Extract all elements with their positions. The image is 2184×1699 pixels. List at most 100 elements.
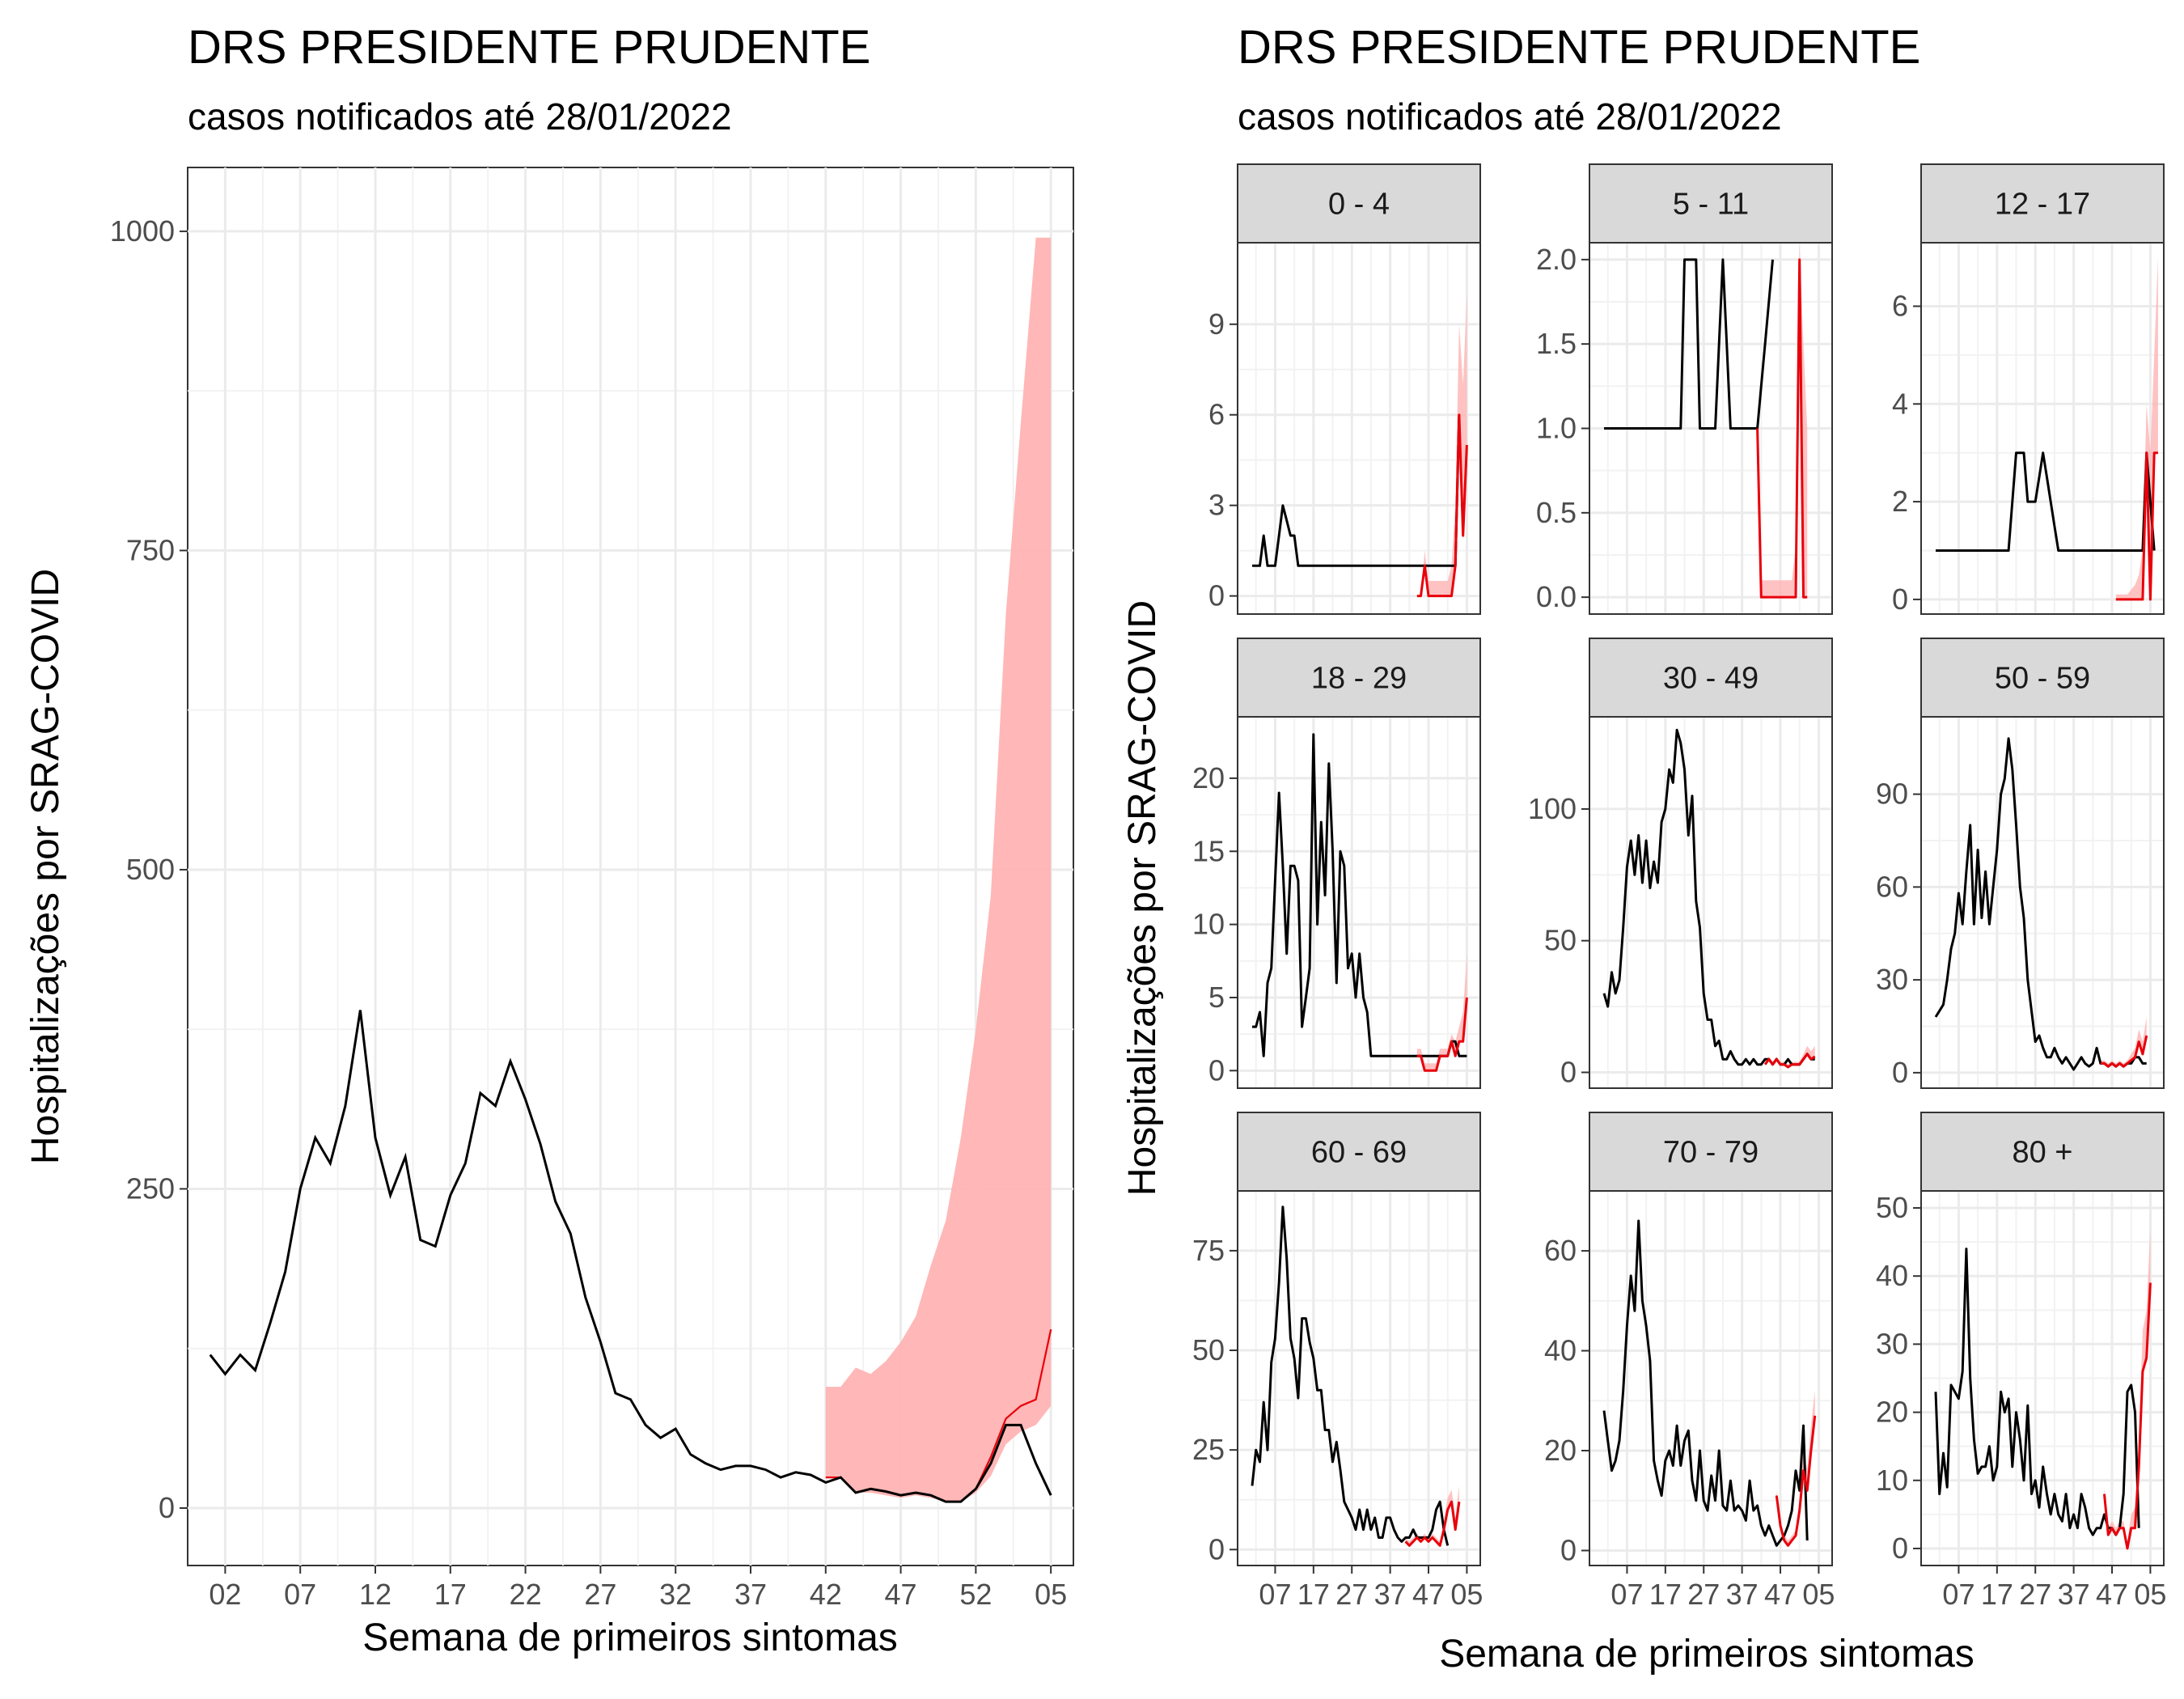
- y-tick-label: 20: [1544, 1434, 1577, 1467]
- x-tick-label: 47: [885, 1578, 917, 1611]
- x-tick-label: 07: [284, 1578, 316, 1611]
- y-tick-label: 5: [1208, 981, 1225, 1014]
- y-tick-label: 40: [1544, 1334, 1577, 1367]
- x-tick-label: 27: [1335, 1578, 1368, 1611]
- y-tick-label: 20: [1192, 761, 1225, 794]
- facet-strip: [1920, 638, 2165, 718]
- facet-panel-border: [1920, 242, 2165, 615]
- nowcast-line: [1404, 1500, 1461, 1547]
- y-tick-label: 1.0: [1536, 412, 1577, 445]
- facet-strip: [1589, 638, 1833, 718]
- y-tick-label: 20: [1876, 1396, 1908, 1429]
- left-chart: DRS PRESIDENTE PRUDENTE casos notificado…: [24, 21, 1074, 1659]
- facet-panel-border: [1589, 716, 1833, 1089]
- x-tick-label: 07: [1942, 1578, 1974, 1611]
- nowcast-line: [2115, 451, 2158, 601]
- left-y-axis-title: Hospitalizações por SRAG-COVID: [24, 569, 67, 1164]
- x-tick-label: 17: [1649, 1578, 1682, 1611]
- y-tick-label: 25: [1192, 1433, 1225, 1466]
- interval-band: [1416, 294, 1467, 596]
- x-tick-label: 22: [510, 1578, 542, 1611]
- x-tick-label: 17: [434, 1578, 467, 1611]
- nowcast-line: [1756, 258, 1808, 599]
- facet-strip: [1920, 163, 2165, 244]
- y-tick-label: 4: [1892, 387, 1908, 420]
- facet-panel-border: [1589, 1190, 1833, 1566]
- facet-60-69: 60 - 69 0 25 50 75 07 17 27 37 47 05: [1192, 1112, 1483, 1611]
- y-tick-label: 90: [1876, 777, 1908, 811]
- left-x-ticks: 02 07 12 17 22 27 32 37 42 47 52 05: [209, 1566, 1067, 1611]
- facet-strip-label: 30 - 49: [1663, 662, 1759, 696]
- y-tick-label: 0: [1208, 1532, 1225, 1566]
- x-tick-label: 07: [1259, 1578, 1291, 1611]
- x-tick-label: 05: [1450, 1578, 1483, 1611]
- facet-strip: [1589, 163, 1833, 244]
- facet-strip: [1920, 1112, 2165, 1192]
- observed-line: [1251, 1205, 1450, 1546]
- facet-50-59: 50 - 59 0 30 60 90: [1876, 638, 2165, 1089]
- x-tick-label: 27: [1687, 1578, 1720, 1611]
- x-tick-label: 47: [1764, 1578, 1797, 1611]
- y-tick-label: 50: [1544, 924, 1577, 957]
- observed-line: [1934, 1248, 2140, 1536]
- right-x-axis-title: Semana de primeiros sintomas: [1439, 1633, 1974, 1676]
- facet-strip-label: 0 - 4: [1328, 188, 1390, 222]
- x-tick-label: 52: [959, 1578, 992, 1611]
- facet-strip-label: 70 - 79: [1663, 1136, 1759, 1170]
- y-tick-label: 75: [1192, 1234, 1225, 1267]
- x-tick-label: 27: [584, 1578, 616, 1611]
- y-tick-label: 6: [1208, 398, 1225, 431]
- facet-panel-border: [1237, 1190, 1481, 1566]
- left-series-lines: [209, 1010, 1052, 1503]
- y-tick-label: 0: [1892, 1532, 1908, 1565]
- y-tick-label: 0: [1208, 1053, 1225, 1087]
- y-tick-label: 100: [1528, 792, 1577, 825]
- facet-panel-border: [1920, 1190, 2165, 1566]
- y-tick-label: 9: [1208, 307, 1225, 341]
- x-tick-label: 05: [2134, 1578, 2166, 1611]
- x-tick-label: 07: [1610, 1578, 1643, 1611]
- y-tick-label: 0: [1560, 1533, 1577, 1566]
- facet-panels: 0 - 4 0 3 6 9 5 - 11 0.0 0.5 1.0 1.5 2.0 12 - 17 0 2 4…: [1192, 163, 2166, 1611]
- y-tick-label: 500: [126, 853, 175, 886]
- x-tick-label: 37: [2058, 1578, 2090, 1611]
- x-tick-label: 17: [1981, 1578, 2013, 1611]
- facet-strip-label: 50 - 59: [1995, 662, 2090, 696]
- observed-line: [1252, 733, 1467, 1057]
- facet-70-79: 70 - 79 0 20 40 60 07 17 27 37 47 05: [1544, 1112, 1835, 1611]
- facet-strip-label: 60 - 69: [1311, 1136, 1407, 1170]
- facet-panel-border: [1237, 242, 1481, 615]
- y-tick-label: 0.5: [1536, 496, 1577, 529]
- nowcast-line: [1416, 997, 1468, 1072]
- observed-line: [1602, 1219, 1809, 1547]
- x-tick-label: 05: [1802, 1578, 1835, 1611]
- x-tick-label: 37: [1726, 1578, 1759, 1611]
- y-tick-label: 0: [1560, 1055, 1577, 1088]
- facet-strip: [1589, 1112, 1833, 1192]
- right-title: DRS PRESIDENTE PRUDENTE: [1238, 21, 1920, 74]
- x-tick-label: 37: [734, 1578, 767, 1611]
- x-tick-label: 42: [810, 1578, 842, 1611]
- x-tick-label: 27: [2019, 1578, 2051, 1611]
- facet-panel-border: [1237, 716, 1481, 1089]
- y-tick-label: 2.0: [1536, 243, 1577, 276]
- x-tick-label: 17: [1297, 1578, 1330, 1611]
- left-x-axis-title: Semana de primeiros sintomas: [362, 1616, 898, 1659]
- x-tick-label: 47: [1412, 1578, 1445, 1611]
- left-y-ticks: 0 250 500 750 1000: [110, 214, 188, 1524]
- y-tick-label: 50: [1876, 1191, 1908, 1224]
- facet-12-17: 12 - 17 0 2 4 6: [1892, 163, 2165, 616]
- observed-line: [1936, 451, 2156, 552]
- facet-strip-label: 5 - 11: [1673, 188, 1749, 222]
- facet-strip-label: 12 - 17: [1995, 188, 2090, 222]
- facet-0-4: 0 - 4 0 3 6 9: [1208, 163, 1481, 615]
- y-tick-label: 0: [1892, 583, 1908, 616]
- facet-30-49: 30 - 49 0 50 100: [1528, 638, 1833, 1089]
- nowcast-line: [2100, 1035, 2148, 1068]
- y-tick-label: 1.5: [1536, 327, 1577, 360]
- observed-line: [209, 1010, 1052, 1503]
- nowcast-line: [1416, 413, 1468, 598]
- y-tick-label: 1000: [110, 214, 175, 248]
- facet-panel-border: [1920, 716, 2165, 1089]
